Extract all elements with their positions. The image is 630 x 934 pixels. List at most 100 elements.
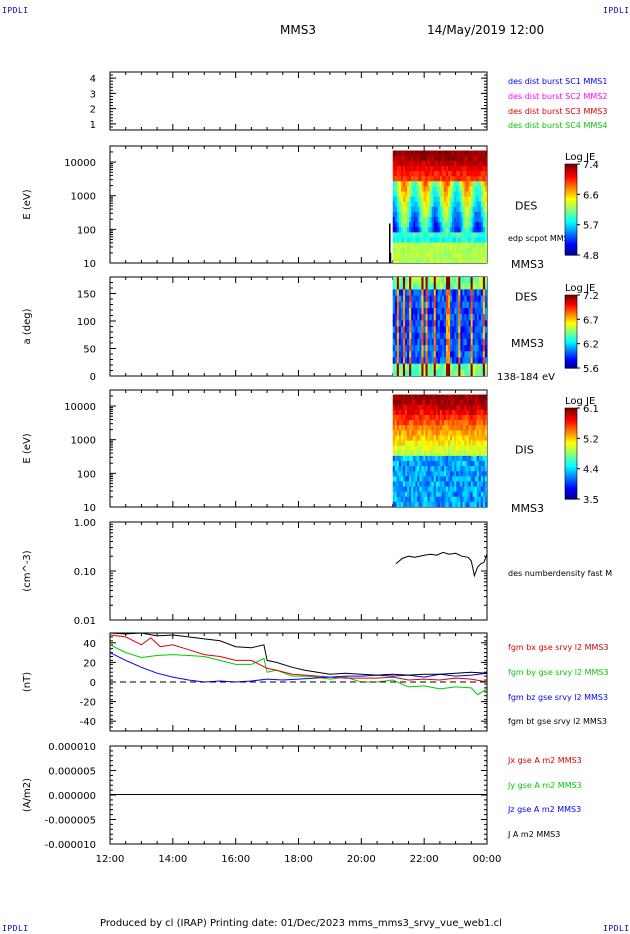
heatmap-cell: [452, 211, 455, 218]
heatmap-cell: [476, 277, 480, 284]
heatmap-cell: [415, 345, 418, 352]
heatmap-cell: [456, 351, 459, 358]
heatmap-cell: [484, 289, 487, 297]
heatmap-cell: [484, 181, 487, 187]
heatmap-cell: [456, 435, 459, 442]
heatmap-cell: [450, 160, 453, 167]
heatmap-cell: [396, 155, 400, 162]
heatmap-cell: [478, 201, 482, 208]
heatmap-cell: [394, 227, 398, 233]
heatmap-cell: [470, 394, 474, 401]
heatmap-cell: [400, 399, 404, 406]
heatmap-cell: [484, 320, 487, 327]
heatmap-cell: [421, 320, 424, 327]
heatmap-cell: [423, 332, 427, 340]
heatmap-cell: [400, 206, 404, 213]
heatmap-cell: [413, 491, 416, 498]
heatmap-cell: [409, 211, 412, 218]
heatmap-cell: [400, 155, 404, 162]
heatmap-cell: [437, 181, 441, 187]
heatmap-cell: [476, 206, 480, 213]
heatmap-cell: [413, 206, 416, 213]
heatmap-cell: [462, 160, 465, 167]
heatmap-cell: [468, 338, 472, 346]
heatmap-cell: [484, 466, 487, 472]
heatmap-cell: [448, 501, 451, 507]
y-tick-label: 150: [77, 290, 96, 301]
heatmap-cell: [437, 369, 441, 376]
heatmap-cell: [394, 295, 398, 303]
heatmap-cell: [425, 206, 429, 213]
heatmap-cell: [480, 289, 484, 297]
colorbar-cell: [565, 426, 577, 430]
heatmap-cell: [413, 455, 416, 462]
heatmap-cell: [456, 357, 459, 365]
heatmap-cell: [441, 160, 445, 167]
heatmap-cell: [435, 345, 439, 352]
heatmap-cell: [437, 320, 441, 327]
colorbar-cell: [565, 333, 577, 336]
heatmap-cell: [425, 307, 429, 315]
heatmap-cell: [456, 170, 459, 177]
heatmap-cell: [423, 455, 427, 462]
heatmap-cell: [396, 326, 400, 334]
heatmap-cell: [421, 369, 424, 376]
heatmap-cell: [450, 486, 453, 493]
heatmap-cell: [454, 211, 457, 218]
heatmap-cell: [470, 176, 474, 182]
heatmap-cell: [396, 232, 400, 238]
heatmap-cell: [452, 345, 455, 352]
heatmap-cell: [468, 471, 472, 477]
colorbar-cell: [565, 232, 577, 236]
heatmap-cell: [448, 450, 451, 457]
heatmap-cell: [419, 476, 422, 482]
heatmap-cell: [446, 351, 449, 358]
heatmap-cell: [423, 501, 427, 507]
heatmap-cell: [468, 332, 472, 340]
heatmap-cell: [407, 435, 410, 442]
heatmap-cell: [468, 491, 472, 498]
heatmap-cell: [446, 466, 449, 472]
heatmap-cell: [462, 471, 465, 477]
heatmap-cell: [450, 466, 453, 472]
heatmap-cell: [431, 430, 435, 436]
heatmap-cell: [460, 435, 463, 442]
heatmap-cell: [437, 232, 441, 238]
heatmap-cell: [480, 476, 484, 482]
heatmap-cell: [425, 165, 429, 172]
heatmap-cell: [417, 445, 420, 452]
heatmap-cell: [407, 314, 410, 321]
heatmap-cell: [402, 414, 406, 421]
heatmap-cell: [423, 435, 427, 442]
heatmap-cell: [443, 399, 447, 406]
heatmap-cell: [460, 155, 463, 162]
y-tick-label: 1000: [71, 192, 96, 203]
heatmap-cell: [409, 247, 412, 254]
heatmap-cell: [439, 476, 443, 482]
heatmap-cell: [484, 435, 487, 442]
heatmap-cell: [452, 326, 455, 334]
heatmap-cell: [400, 345, 404, 352]
heatmap-cell: [480, 186, 484, 192]
heatmap-cell: [419, 181, 422, 187]
heatmap-cell: [423, 176, 427, 182]
heatmap-cell: [484, 196, 487, 203]
colorbar-cell: [565, 458, 577, 461]
heatmap-cell: [433, 165, 437, 172]
heatmap-cell: [446, 440, 449, 447]
heatmap-cell: [419, 186, 422, 192]
heatmap-cell: [464, 430, 468, 436]
heatmap-cell: [423, 460, 427, 467]
heatmap-cell: [425, 460, 429, 467]
heatmap-cell: [437, 160, 441, 167]
colorbar-cell: [565, 326, 577, 329]
heatmap-cell: [419, 277, 422, 284]
heatmap-cell: [392, 420, 396, 426]
heatmap-cell: [456, 242, 459, 249]
colorbar-tick-label: 6.7: [583, 315, 599, 326]
heatmap-cell: [443, 476, 447, 482]
heatmap-cell: [468, 232, 472, 238]
heatmap-cell: [425, 332, 429, 340]
heatmap-cell: [464, 201, 468, 208]
heatmap-cell: [480, 338, 484, 346]
